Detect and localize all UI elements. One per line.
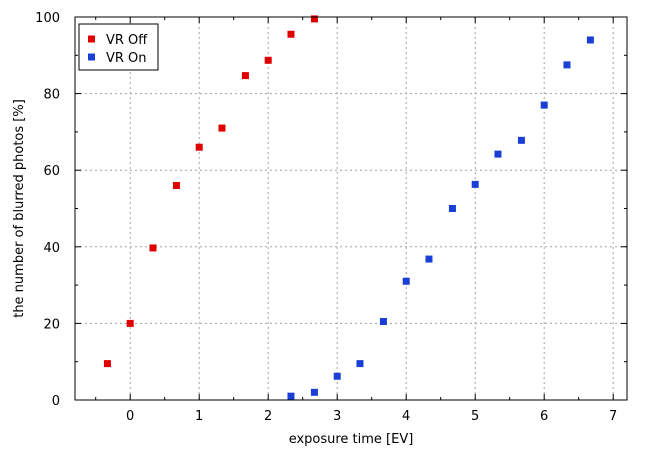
y-tick-label: 40 xyxy=(43,241,60,256)
plot-frame xyxy=(74,16,628,401)
data-point-vr-on xyxy=(402,277,410,285)
data-point-vr-on xyxy=(586,36,594,44)
x-tick-label: 5 xyxy=(471,409,479,424)
data-point-vr-off xyxy=(310,15,318,23)
legend-swatch-vr-off xyxy=(88,35,95,43)
x-tick-label: 6 xyxy=(540,409,548,424)
data-point-vr-off xyxy=(149,244,157,252)
x-tick-label: 3 xyxy=(333,409,341,424)
legend-swatch-vr-on xyxy=(88,53,95,61)
x-tick-label: 2 xyxy=(264,409,272,424)
data-point-vr-on xyxy=(563,61,571,69)
data-point-vr-on xyxy=(494,150,502,158)
data-point-vr-on xyxy=(448,205,456,212)
data-point-vr-on xyxy=(540,101,548,109)
data-point-vr-on xyxy=(333,372,341,380)
y-tick-label: 20 xyxy=(43,317,60,332)
data-point-vr-on xyxy=(517,136,525,144)
legend-label-vr-on: VR On xyxy=(106,51,147,66)
data-point-vr-off xyxy=(126,319,134,327)
data-point-vr-off xyxy=(195,143,203,151)
data-point-vr-off xyxy=(264,56,272,64)
data-point-vr-off xyxy=(103,360,111,368)
data-point-vr-on xyxy=(287,392,295,400)
data-point-vr-off xyxy=(172,182,180,190)
y-tick-label: 80 xyxy=(43,88,60,103)
data-point-vr-off xyxy=(241,72,249,80)
legend-box xyxy=(78,23,159,71)
y-axis-title: the number of blurred photos [%] xyxy=(12,99,27,318)
data-point-vr-on xyxy=(379,317,387,325)
x-tick-label: 0 xyxy=(126,409,134,424)
x-tick-label: 1 xyxy=(195,409,203,424)
grid-lines xyxy=(75,16,627,401)
data-point-vr-on xyxy=(310,388,318,396)
x-tick-label: 7 xyxy=(609,409,617,424)
y-tick-label: 0 xyxy=(52,394,60,409)
data-point-vr-on xyxy=(425,255,433,263)
y-tick-label: 60 xyxy=(43,164,60,179)
data-point-vr-on xyxy=(356,360,364,368)
legend-label-vr-off: VR Off xyxy=(106,33,148,48)
data-points xyxy=(103,15,594,400)
x-axis-title: exposure time [EV] xyxy=(289,432,414,447)
data-point-vr-off xyxy=(218,124,226,132)
x-tick-label: 4 xyxy=(402,409,410,424)
data-point-vr-off xyxy=(287,30,295,38)
data-point-vr-on xyxy=(471,180,479,188)
tick-labels: 0 1 2 3 4 5 6 7 0 20 40 60 80 100 xyxy=(35,11,617,424)
y-tick-label: 100 xyxy=(35,11,60,26)
legend: VR Off VR On xyxy=(78,23,159,71)
